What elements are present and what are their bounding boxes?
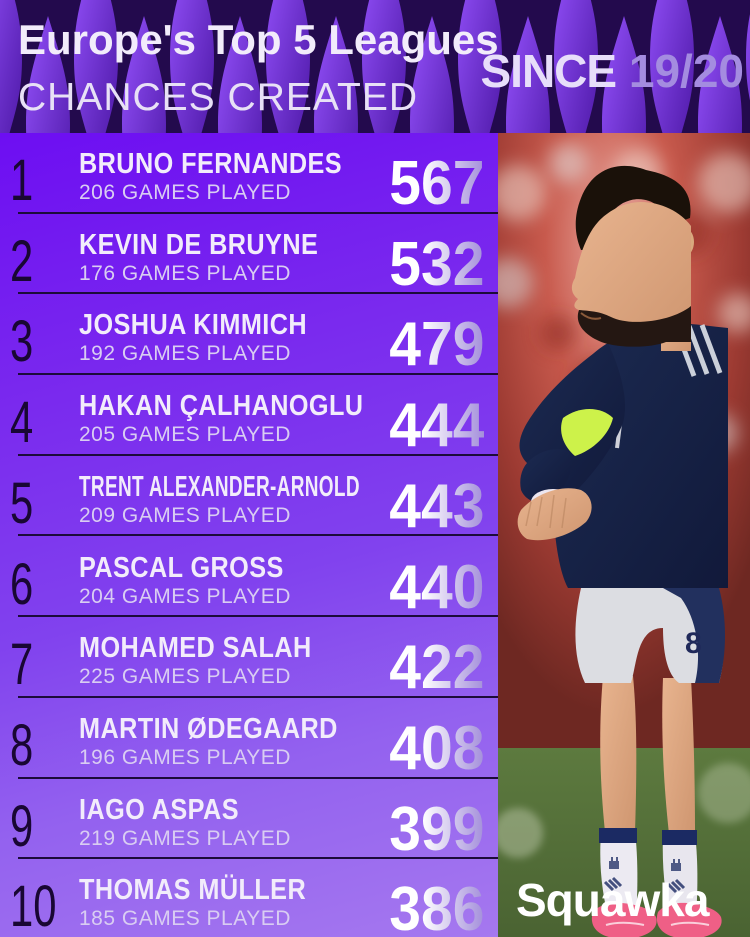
svg-text:8: 8 bbox=[685, 627, 702, 660]
